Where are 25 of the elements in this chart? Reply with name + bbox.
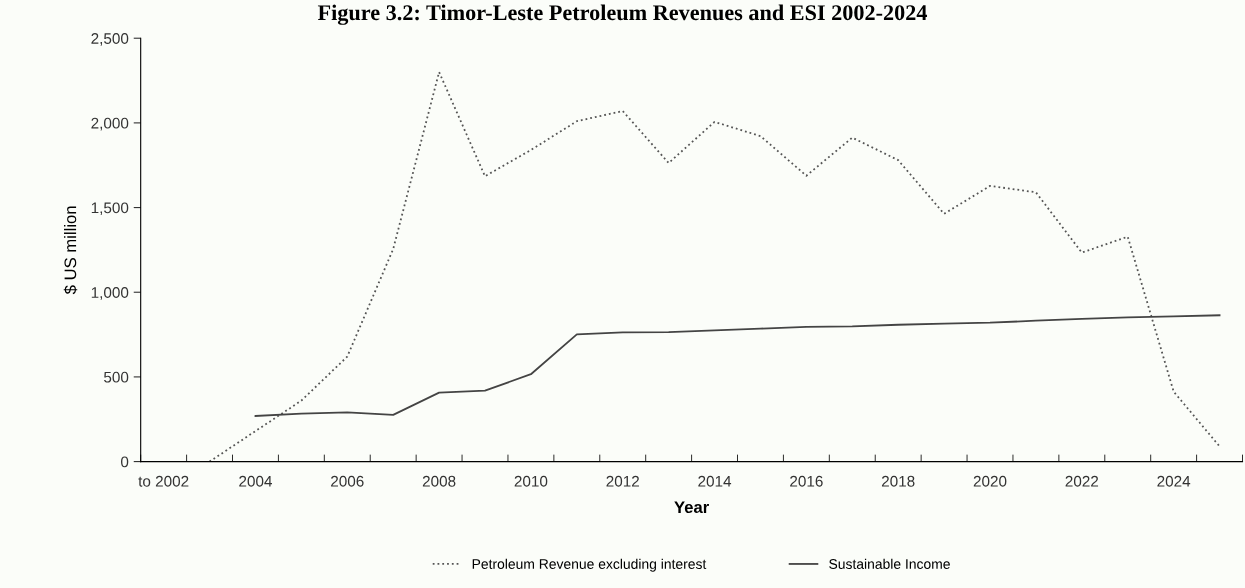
x-tick-label: 2006 (331, 475, 364, 487)
x-axis-title: Year (674, 501, 709, 514)
x-tick-label: 2012 (606, 475, 639, 487)
y-tick-label: 2,500 (91, 33, 129, 46)
y-tick-label: 2,000 (91, 117, 129, 131)
x-tick-label: 2018 (881, 475, 915, 487)
legend-label: Sustainable Income (829, 558, 950, 569)
chart-title: Figure 3.2: Timor-Leste Petroleum Revenues and ESI 2002-2024 (317, 4, 928, 25)
x-tick-label: 2014 (698, 475, 732, 487)
x-tick-label: 2004 (239, 475, 273, 487)
x-tick-label: to 2002 (138, 475, 189, 487)
x-tick-label: 2008 (422, 475, 456, 487)
y-tick-label: 1,000 (91, 287, 129, 300)
x-tick-label: 2024 (1157, 475, 1191, 487)
legend-label: Petroleum Revenue excluding interest (472, 558, 707, 572)
x-tick-label: 2022 (1065, 475, 1099, 487)
x-tick-label: 2020 (973, 475, 1007, 487)
line-series (254, 314, 1221, 417)
y-axis-title: $ US million (63, 206, 78, 295)
line-series (208, 71, 1221, 462)
y-tick-label: 500 (104, 371, 129, 383)
x-tick-label: 2016 (790, 475, 823, 487)
y-tick-label: 0 (120, 456, 129, 468)
y-tick-label: 1,500 (91, 202, 129, 216)
x-tick-label: 2010 (514, 475, 548, 487)
